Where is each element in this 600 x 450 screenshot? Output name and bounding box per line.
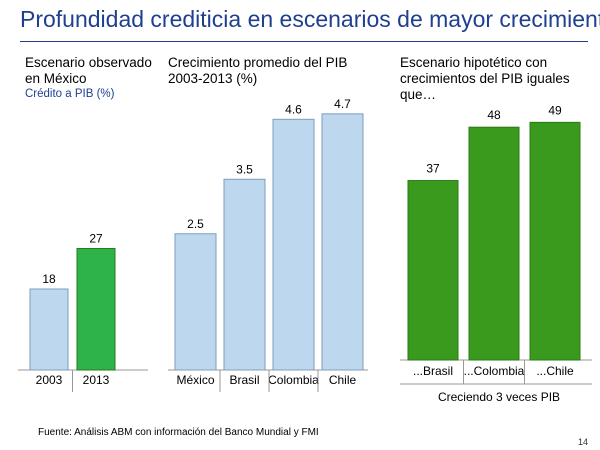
chart3-value-label-3: 49 — [548, 103, 562, 117]
chart1-subtitle: Crédito a PIB (%) — [25, 88, 115, 100]
page-title: Profundidad crediticia en escenarios de … — [20, 6, 600, 32]
chart2-value-label-1: 2.5 — [187, 217, 204, 231]
chart2-category-label-3: Colombia — [268, 373, 319, 387]
chart2-value-label-2: 3.5 — [236, 162, 253, 176]
chart2-category-label-2: Brasil — [229, 373, 259, 387]
chart2-title-line2: 2003-2013 (%) — [168, 71, 258, 86]
chart3-category-label-3: ...Chile — [536, 364, 574, 378]
chart1-title-line1: Escenario observado — [25, 55, 152, 70]
footnote: Fuente: Análisis ABM con información del… — [38, 427, 319, 438]
page-number: 14 — [577, 437, 588, 447]
chart2-bar-2 — [223, 178, 266, 371]
chart2-category-label-1: México — [176, 373, 214, 387]
chart1-bar-2 — [76, 248, 116, 371]
chart2-value-label-4: 4.7 — [334, 97, 351, 111]
chart2-title-line1: Crecimiento promedio del PIB — [168, 55, 348, 70]
chart1-category-label-2: 2013 — [83, 373, 110, 387]
chart1-value-label-2: 27 — [89, 232, 103, 246]
chart3-category-label-2: ...Colombia — [464, 364, 525, 378]
chart3-note: Creciendo 3 veces PIB — [437, 390, 561, 404]
chart2-value-label-3: 4.6 — [285, 102, 302, 116]
chart2-bar-1 — [174, 233, 217, 371]
chart2-title: Crecimiento promedio del PIB 2003-2013 (… — [168, 55, 347, 87]
chart3-title-line1: Escenario hipotético con — [400, 55, 548, 70]
title-divider — [20, 41, 588, 42]
chart3-title-line2: crecimientos del PIB iguales — [400, 71, 570, 86]
chart3-bar-3 — [529, 121, 581, 361]
chart1-bar-1 — [29, 288, 69, 371]
chart3-category-label-1: ...Brasil — [413, 364, 453, 378]
chart3-title-line3: que… — [400, 87, 437, 102]
chart3-title: Escenario hipotético con crecimientos de… — [400, 55, 570, 103]
chart2-category-label-4: Chile — [329, 373, 357, 387]
chart1-title: Escenario observado en México — [25, 55, 152, 87]
chart1-title-line2: en México — [25, 71, 87, 86]
chart2-bar-3 — [272, 118, 315, 371]
chart1-value-label-1: 18 — [42, 272, 56, 286]
chart3-value-label-2: 48 — [487, 108, 501, 122]
chart3-value-label-1: 37 — [426, 162, 440, 176]
chart2-bar-4 — [321, 113, 364, 371]
chart3-bar-1 — [407, 180, 459, 361]
chart3-bar-2 — [468, 126, 520, 361]
chart1-category-label-1: 2003 — [36, 373, 63, 387]
